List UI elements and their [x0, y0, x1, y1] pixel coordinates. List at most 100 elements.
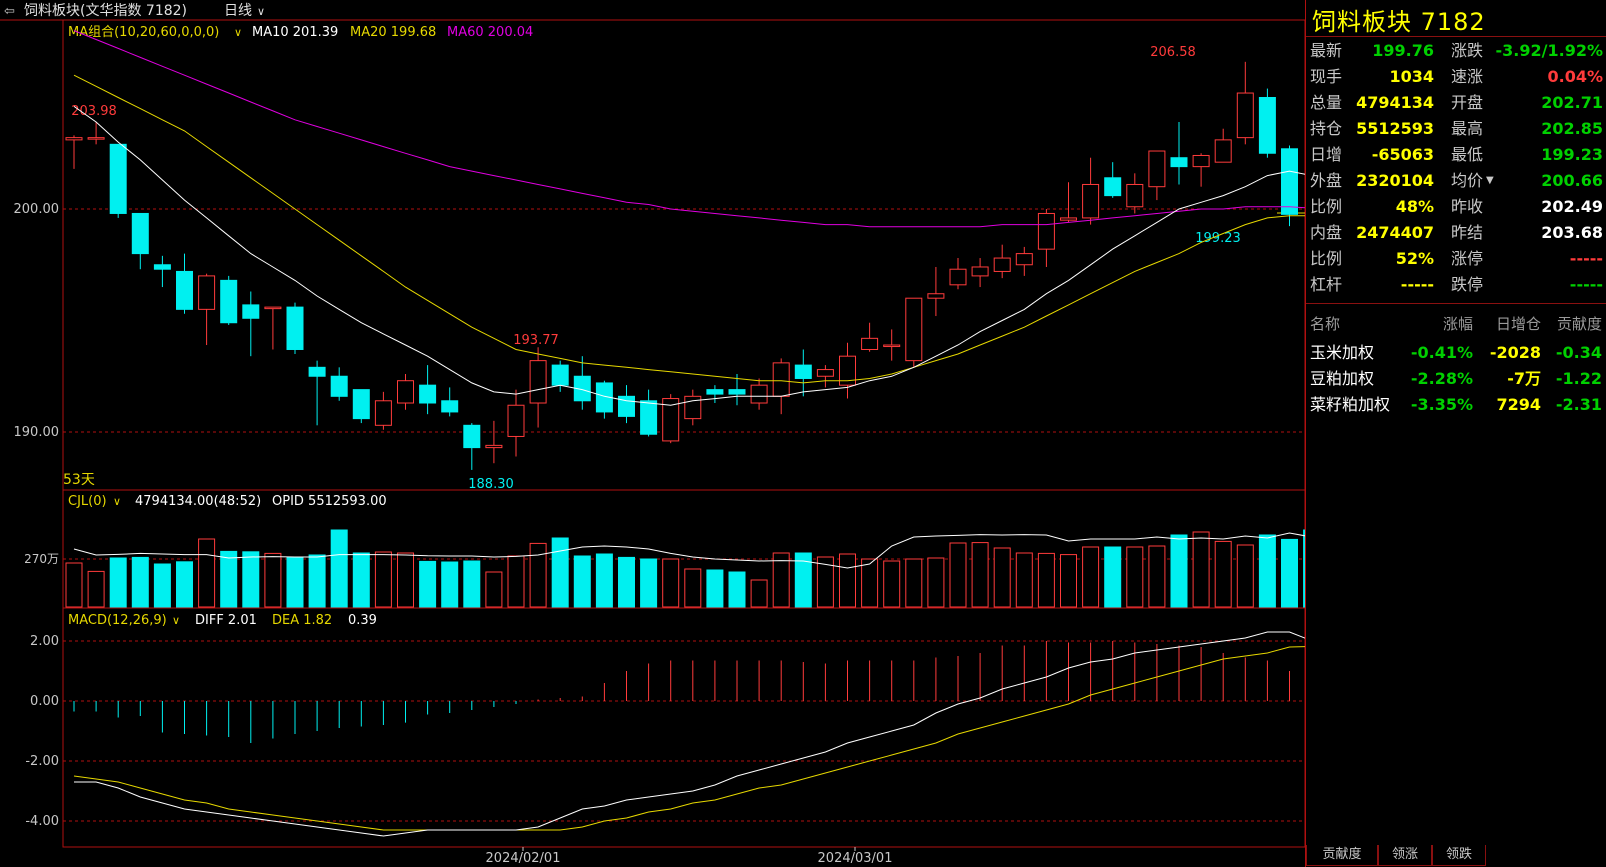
candle — [1060, 217, 1077, 221]
quote-label: 昨收 — [1451, 197, 1484, 216]
quote-label: 速涨 — [1451, 67, 1484, 86]
volume-bar — [330, 529, 348, 608]
contrib-name[interactable]: 菜籽粕加权 — [1310, 395, 1391, 414]
volume-bar — [1170, 534, 1188, 608]
candle — [993, 257, 1011, 272]
contrib-header: 日增仓 — [1495, 315, 1541, 333]
candle — [176, 270, 193, 310]
volume-bar — [1303, 529, 1305, 608]
candle — [1236, 92, 1254, 139]
volume-bar — [640, 558, 658, 608]
quote-value: -65063 — [1371, 145, 1434, 164]
quote-label: 均价 — [1451, 171, 1484, 190]
period-selector[interactable]: 日线 — [224, 3, 252, 19]
volume-value: 4794134.00(48:52) — [135, 494, 261, 509]
volume-bar — [65, 562, 83, 608]
volume-bar — [772, 552, 790, 608]
candle — [87, 137, 105, 140]
candle — [485, 444, 503, 449]
kline-chart[interactable]: ⇦ 饲料板块(文华指数 7182) 日线 ∨ MA组合(10,20,60,0,0… — [0, 0, 1305, 867]
tab-top-losers[interactable]: 领跌 — [1432, 845, 1486, 866]
ma10-line — [73, 105, 1305, 406]
contrib-value[interactable]: -1.22 — [1555, 369, 1602, 388]
volume-bar — [1214, 540, 1232, 608]
quote-row: 持仓 5512593 最高 202.85 — [1306, 116, 1606, 142]
date-label: 2024/02/01 — [486, 851, 561, 866]
quote-row: 比例 48% 昨收 202.49 — [1306, 194, 1606, 220]
quote-row: 内盘 2474407 昨结 203.68 — [1306, 220, 1606, 246]
quote-row: 现手 1034 速涨 0.04% — [1306, 64, 1606, 90]
quote-label: 最新 — [1310, 41, 1343, 60]
chevron-down-icon[interactable]: ∨ — [234, 26, 242, 39]
quote-value: 5512593 — [1356, 119, 1434, 138]
quote-label: 比例 — [1310, 197, 1343, 216]
candle — [861, 337, 879, 350]
candle — [419, 384, 437, 404]
volume-bar — [861, 558, 879, 608]
volume-bar — [573, 555, 591, 608]
volume-bar — [595, 553, 613, 608]
contrib-oi-increase[interactable]: 7294 — [1496, 395, 1541, 414]
candle — [750, 384, 768, 404]
chevron-down-icon[interactable]: ∨ — [172, 614, 180, 627]
candle — [1281, 148, 1298, 215]
contrib-value[interactable]: -0.34 — [1555, 343, 1602, 362]
volume-bar — [993, 547, 1011, 608]
volume-bar — [1060, 554, 1077, 608]
date-label: 2024/03/01 — [818, 851, 893, 866]
quote-value: 203.68 — [1541, 223, 1603, 242]
volume-bar — [883, 560, 901, 608]
tab-contribution[interactable]: 贡献度 — [1306, 845, 1378, 866]
volume-bar — [397, 552, 414, 608]
quote-label: 最低 — [1451, 145, 1484, 164]
contrib-oi-increase[interactable]: -2028 — [1489, 343, 1541, 362]
ma10-legend: MA10 201.39 — [252, 25, 338, 40]
quote-value: 52% — [1395, 249, 1434, 268]
volume-bar — [419, 560, 437, 608]
quote-panel: 饲料板块 7182 最新 199.76 涨跌 -3.92/1.92% 现手 1034 速涨 0… — [1305, 0, 1606, 867]
macd-tick: -2.00 — [25, 754, 59, 769]
contrib-header: 贡献度 — [1556, 315, 1602, 333]
contrib-name[interactable]: 玉米加权 — [1310, 343, 1375, 362]
candle — [927, 293, 945, 299]
volume-bar — [220, 550, 238, 608]
caret-down-icon[interactable]: ▼ — [1486, 175, 1494, 186]
quote-row: 日增 -65063 最低 199.23 — [1306, 142, 1606, 168]
volume-bar — [308, 554, 326, 608]
volume-bar — [109, 557, 127, 608]
macd-indicator-label[interactable]: MACD(12,26,9) — [68, 613, 167, 628]
quote-label: 涨跌 — [1451, 41, 1484, 60]
contrib-oi-increase[interactable]: -7万 — [1507, 369, 1541, 388]
contrib-change[interactable]: -3.35% — [1410, 395, 1473, 414]
chevron-down-icon[interactable]: ∨ — [113, 495, 121, 508]
quote-value: 199.76 — [1372, 41, 1434, 60]
contrib-name[interactable]: 豆粕加权 — [1310, 369, 1375, 388]
chevron-down-icon[interactable]: ∨ — [257, 5, 265, 18]
ma-combo-label[interactable]: MA组合(10,20,60,0,0,0) — [68, 25, 219, 40]
volume-bar — [463, 560, 481, 608]
macd-tick: 0.00 — [30, 694, 59, 709]
tab-top-gainers[interactable]: 领涨 — [1378, 845, 1432, 866]
candle — [529, 360, 547, 404]
macd-diff-line — [74, 631, 1305, 837]
chart-frame — [62, 19, 1305, 848]
quote-value: 2474407 — [1356, 223, 1434, 242]
instrument-title: 饲料板块(文华指数 7182) — [24, 3, 187, 19]
macd-tick: -4.00 — [25, 814, 59, 829]
contrib-change[interactable]: -2.28% — [1410, 369, 1473, 388]
ma60-line — [73, 30, 1305, 228]
macd-tick: 2.00 — [30, 634, 59, 649]
volume-bar — [286, 556, 304, 608]
contrib-change[interactable]: -0.41% — [1410, 343, 1473, 362]
ma20-line — [73, 74, 1305, 384]
volume-bar — [927, 557, 945, 608]
volume-bar — [176, 561, 193, 608]
candle — [374, 400, 392, 426]
volume-bar — [374, 551, 392, 608]
volume-indicator-label[interactable]: CJL(0) — [68, 494, 107, 509]
contrib-value[interactable]: -2.31 — [1555, 395, 1602, 414]
back-icon[interactable]: ⇦ — [4, 4, 15, 19]
volume-bar — [1104, 546, 1122, 608]
low-annotation: 199.23 — [1195, 231, 1241, 246]
volume-bar — [507, 555, 525, 608]
